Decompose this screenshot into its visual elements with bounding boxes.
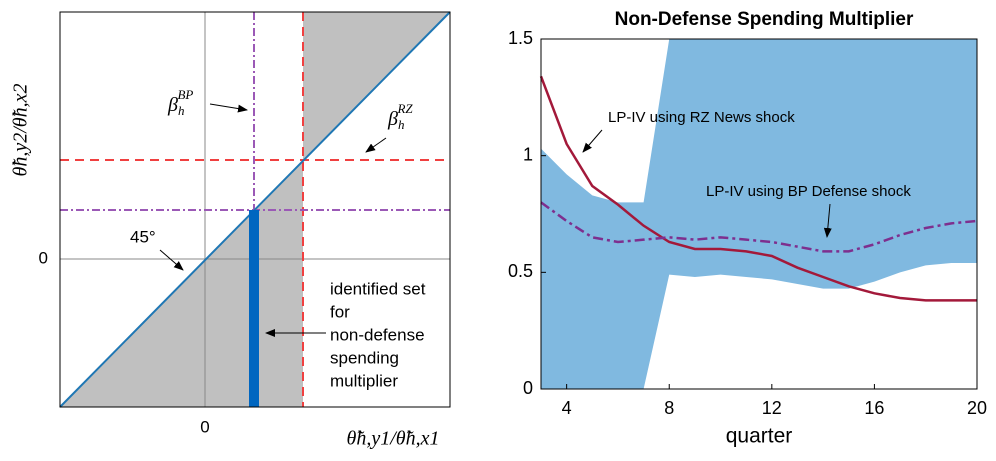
identified-set-bar bbox=[249, 210, 259, 407]
beta-bp-label: βhBP bbox=[167, 87, 193, 118]
arrow bbox=[365, 137, 387, 153]
frame bbox=[540, 38, 978, 390]
identified-set-label: identified set for non-defense spending mult… bbox=[330, 279, 426, 390]
left-panel: θ̃h,y2/θ̃h,x2 θ̃h,y1/θ̃h,x1 0 0 βhBP βhR… bbox=[10, 11, 451, 450]
annotation-line: multiplier bbox=[330, 371, 398, 390]
annotation-line: spending bbox=[330, 348, 399, 367]
right-panel: 4 8 12 16 20 0 0.5 1 1.5 Non-Defense Spending Mul… bbox=[508, 9, 987, 448]
arrow bbox=[159, 249, 184, 271]
y-axis-label: θ̃h,y2/θ̃h,x2 bbox=[10, 84, 32, 177]
arrow bbox=[582, 129, 603, 153]
y-tick-label: 0.5 bbox=[508, 261, 533, 281]
annotation-line: non-defense bbox=[330, 325, 425, 344]
arrow bbox=[209, 103, 248, 113]
arrow bbox=[823, 203, 832, 238]
x-tick-label: 20 bbox=[967, 398, 987, 418]
y-tick-label: 0 bbox=[39, 248, 48, 267]
angle-label: 45° bbox=[130, 227, 156, 246]
annotation-line: for bbox=[330, 302, 350, 321]
beta-rz-label: βhRZ bbox=[387, 101, 413, 132]
chart-title: Non-Defense Spending Multiplier bbox=[615, 9, 914, 30]
y-tick-label: 1.5 bbox=[508, 28, 533, 48]
annotation-line: identified set bbox=[330, 279, 426, 298]
x-axis-label: quarter bbox=[726, 425, 793, 448]
y-tick-label: 0 bbox=[523, 378, 533, 398]
y-tick-label: 1 bbox=[523, 144, 533, 164]
x-tick-label: 12 bbox=[762, 398, 782, 418]
series-line bbox=[540, 201, 978, 253]
x-tick-label: 8 bbox=[664, 398, 674, 418]
x-tick-label: 4 bbox=[562, 398, 572, 418]
series-label: LP-IV using BP Defense shock bbox=[706, 183, 911, 200]
series-label: LP-IV using RZ News shock bbox=[608, 109, 795, 126]
frame bbox=[59, 11, 451, 408]
confidence-band bbox=[541, 39, 977, 389]
x-axis-label: θ̃h,y1/θ̃h,x1 bbox=[347, 428, 440, 450]
x-tick-label: 0 bbox=[200, 417, 209, 436]
diagonal bbox=[59, 11, 451, 408]
x-tick-label: 16 bbox=[864, 398, 884, 418]
series-line bbox=[539, 75, 977, 302]
